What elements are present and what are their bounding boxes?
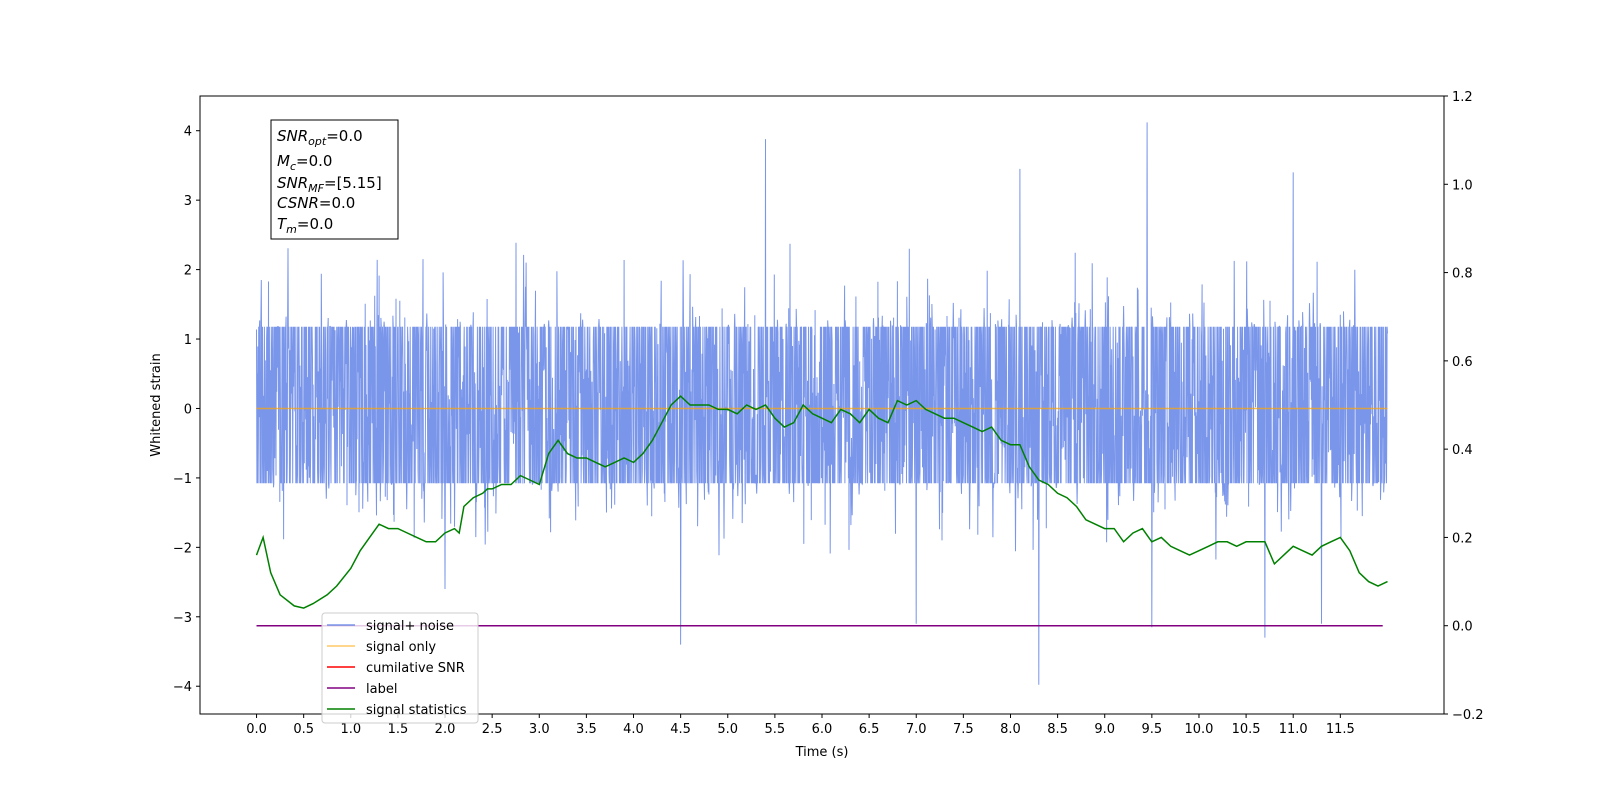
y2-tick-label: 1.0 xyxy=(1452,178,1473,193)
x-tick-label: 0.0 xyxy=(246,722,267,737)
y-tick-label: 4 xyxy=(184,125,192,140)
y-tick-label: −2 xyxy=(173,541,192,556)
legend-label-label: label xyxy=(366,682,397,697)
stats-csnr: CSNR=0.0 xyxy=(277,194,355,212)
y-tick-label: −4 xyxy=(173,680,192,695)
legend-label-signal-statistics: signal statistics xyxy=(366,703,467,718)
x-tick-label: 1.0 xyxy=(340,722,361,737)
x-tick-label: 3.0 xyxy=(529,722,550,737)
x-tick-label: 11.5 xyxy=(1326,722,1355,737)
x-tick-label: 4.5 xyxy=(670,722,691,737)
y2-tick-label: 1.2 xyxy=(1452,90,1473,105)
x-tick-label: 2.5 xyxy=(482,722,503,737)
y-axis-left: 4 3 2 1 0 −1 −2 −3 −4 xyxy=(173,125,200,695)
y2-tick-label: 0.8 xyxy=(1452,267,1473,282)
x-tick-label: 6.0 xyxy=(812,722,833,737)
legend-label-cumilative-snr: cumilative SNR xyxy=(366,661,465,676)
legend: signal+ noise signal only cumilative SNR… xyxy=(321,612,479,724)
legend-label-signal-only: signal only xyxy=(366,640,436,655)
x-tick-label: 3.5 xyxy=(576,722,597,737)
y-tick-label: −3 xyxy=(173,611,192,626)
x-axis-label: Time (s) xyxy=(795,745,849,760)
y-tick-label: 0 xyxy=(184,402,192,417)
stats-tm: Tm=0.0 xyxy=(277,215,333,236)
x-tick-label: 6.5 xyxy=(859,722,880,737)
x-tick-label: 2.0 xyxy=(435,722,456,737)
y2-tick-label: 0.6 xyxy=(1452,355,1473,370)
y-tick-label: −1 xyxy=(173,472,192,487)
stats-snr-opt: SNRopt=0.0 xyxy=(277,127,363,148)
y-tick-label: 2 xyxy=(184,264,192,279)
x-tick-label: 9.0 xyxy=(1094,722,1115,737)
x-tick-label: 7.5 xyxy=(953,722,974,737)
x-tick-label: 8.0 xyxy=(1000,722,1021,737)
stats-mc: Mc=0.0 xyxy=(277,152,332,173)
legend-frame xyxy=(321,612,479,724)
series-signal-noise xyxy=(256,122,1388,685)
y2-tick-label: 0.4 xyxy=(1452,443,1473,458)
y-tick-label: 3 xyxy=(184,194,192,209)
x-tick-label: 0.5 xyxy=(293,722,314,737)
legend-label-signal-noise: signal+ noise xyxy=(366,619,454,634)
x-tick-label: 9.5 xyxy=(1142,722,1163,737)
x-tick-label: 10.5 xyxy=(1232,722,1261,737)
x-tick-label: 5.5 xyxy=(765,722,786,737)
y-axis-label: Whitened strain xyxy=(149,353,164,456)
y-tick-label: 1 xyxy=(184,333,192,348)
y-axis-right: 1.2 1.0 0.8 0.6 0.4 0.2 0.0 −0.2 xyxy=(1444,90,1484,723)
x-tick-label: 7.0 xyxy=(906,722,927,737)
x-tick-label: 5.0 xyxy=(717,722,738,737)
series-signal-statistics xyxy=(255,395,1388,609)
stats-snr-mf: SNRMF=[5.15] xyxy=(277,174,382,195)
x-tick-label: 4.0 xyxy=(623,722,644,737)
x-tick-label: 8.5 xyxy=(1047,722,1068,737)
x-tick-label: 11.0 xyxy=(1279,722,1308,737)
y2-tick-label: −0.2 xyxy=(1452,708,1484,723)
x-tick-label: 1.5 xyxy=(388,722,409,737)
y2-tick-label: 0.0 xyxy=(1452,620,1473,635)
y2-tick-label: 0.2 xyxy=(1452,531,1473,546)
x-tick-label: 10.0 xyxy=(1184,722,1213,737)
x-axis: 0.0 0.5 1.0 1.5 2.0 2.5 3.0 3.5 4.0 4.5 5.0 5.5 6.0 6… xyxy=(246,714,1355,737)
stats-box: SNRopt=0.0 Mc=0.0 SNRMF=[5.15] CSNR=0.0 … xyxy=(270,119,399,240)
stats-box-frame xyxy=(270,119,399,240)
